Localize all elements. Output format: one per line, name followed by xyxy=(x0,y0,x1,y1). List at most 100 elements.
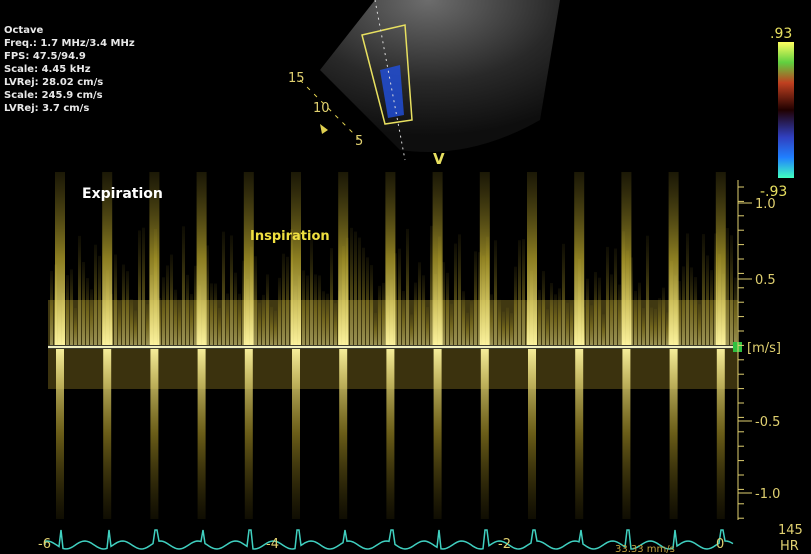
flow-spike xyxy=(481,349,489,519)
spectrum-texture xyxy=(182,226,185,345)
spectrum-texture xyxy=(422,275,425,345)
spectrum-texture xyxy=(494,240,497,345)
flow-spike xyxy=(717,349,725,519)
spectrum-texture xyxy=(238,294,241,345)
spectrum-texture xyxy=(694,277,697,345)
spectrum-texture xyxy=(586,279,589,345)
spectrum-texture xyxy=(278,278,281,345)
spectrum-texture xyxy=(590,305,593,345)
spectrum-texture xyxy=(98,256,101,345)
spectrum-texture xyxy=(214,283,217,345)
spectrum-texture xyxy=(138,230,141,345)
spectrum-texture xyxy=(514,267,517,345)
spectrum-texture xyxy=(418,262,421,345)
flow-spike xyxy=(291,172,301,345)
heart-rate-label: HR xyxy=(780,539,799,554)
spectrum-texture xyxy=(378,286,381,345)
flow-spike xyxy=(197,172,207,345)
flow-spike xyxy=(198,349,206,519)
spectrum-texture xyxy=(90,289,93,345)
spectrum-texture xyxy=(94,245,97,345)
spectrum-texture xyxy=(314,274,317,345)
spectrum-texture xyxy=(598,278,601,345)
spectrum-texture xyxy=(594,272,597,345)
spectrum-texture xyxy=(270,307,273,345)
spectrum-texture xyxy=(498,300,501,345)
setting-line: Freq.: 1.7 MHz/3.4 MHz xyxy=(4,38,135,49)
spectrum-texture xyxy=(186,275,189,345)
spectrum-texture xyxy=(410,314,413,345)
spectrum-texture xyxy=(462,291,465,345)
spectrum-texture xyxy=(490,294,493,345)
spectrum-texture xyxy=(282,254,285,345)
spectrum-texture xyxy=(358,238,361,345)
flow-spike xyxy=(385,172,395,345)
velocity-unit: [m/s] xyxy=(747,341,781,356)
spectrum-texture xyxy=(518,240,521,345)
spectrum-texture xyxy=(646,236,649,345)
spectrum-texture xyxy=(634,291,637,345)
spectrum-texture xyxy=(78,236,81,345)
spectrum-texture xyxy=(654,309,657,345)
spectrum-texture xyxy=(194,266,197,345)
spectrum-texture xyxy=(330,248,333,345)
spectrum-texture xyxy=(362,248,365,345)
flow-spike xyxy=(244,172,254,345)
spectrum-texture xyxy=(274,311,277,345)
spectrum-texture xyxy=(682,266,685,345)
spectrum-texture xyxy=(414,283,417,345)
spectrum-texture xyxy=(454,244,457,345)
spectrum-texture xyxy=(222,232,225,345)
flow-spike xyxy=(575,349,583,519)
spectrum-texture xyxy=(522,239,525,345)
spectrum-texture xyxy=(602,314,605,345)
annotation: Expiration xyxy=(82,186,163,202)
spectrum-texture xyxy=(318,275,321,345)
spectrum-texture xyxy=(326,294,329,345)
spectrum-texture xyxy=(686,233,689,345)
time-tick-label: 0 xyxy=(716,537,724,552)
flow-spike xyxy=(338,172,348,345)
flow-spike xyxy=(150,349,158,519)
flow-spike xyxy=(669,172,679,345)
setting-line: Scale: 4.45 kHz xyxy=(4,64,91,75)
spectrum-texture xyxy=(398,249,401,345)
colorbar-top: .93 xyxy=(770,26,792,42)
setting-line: Scale: 245.9 cm/s xyxy=(4,90,103,101)
spectrum-texture xyxy=(218,308,221,345)
spectrum-texture xyxy=(82,262,85,345)
spectrum-texture xyxy=(114,255,117,345)
velocity-tick-label: -0.5 xyxy=(755,415,780,430)
setting-line: LVRej: 3.7 cm/s xyxy=(4,103,89,114)
spectrum-texture xyxy=(226,294,229,345)
spectrum-texture xyxy=(618,285,621,345)
spectrum-texture xyxy=(658,298,661,345)
spectrum-texture xyxy=(726,228,729,345)
spectrum-texture xyxy=(470,301,473,345)
spectrum-texture xyxy=(310,240,313,345)
spectrum-texture xyxy=(170,255,173,345)
spectrum-texture xyxy=(706,255,709,345)
spectrum-texture xyxy=(450,304,453,345)
spectrum-texture xyxy=(550,283,553,345)
spectrum-texture xyxy=(350,228,353,345)
flow-spike xyxy=(339,349,347,519)
flow-spike xyxy=(480,172,490,345)
flow-spike xyxy=(621,172,631,345)
spectrum-texture xyxy=(178,300,181,345)
flow-spike xyxy=(528,349,536,519)
spectrum-texture xyxy=(666,312,669,345)
heart-rate: 145 xyxy=(778,523,803,538)
depth-label: 10 xyxy=(313,101,330,116)
velocity-tick-label: 0.5 xyxy=(755,273,776,288)
spectrum-texture xyxy=(698,304,701,345)
spectrum-texture xyxy=(710,270,713,345)
spectrum-texture xyxy=(642,308,645,345)
velocity-tick-label: 1.0 xyxy=(755,197,776,212)
spectrum-texture xyxy=(354,232,357,345)
spectrum-texture xyxy=(86,278,89,345)
spectrum-texture xyxy=(234,273,237,345)
spectrum-texture xyxy=(542,271,545,345)
flow-spike xyxy=(433,172,443,345)
sample-marker: V xyxy=(433,150,445,168)
